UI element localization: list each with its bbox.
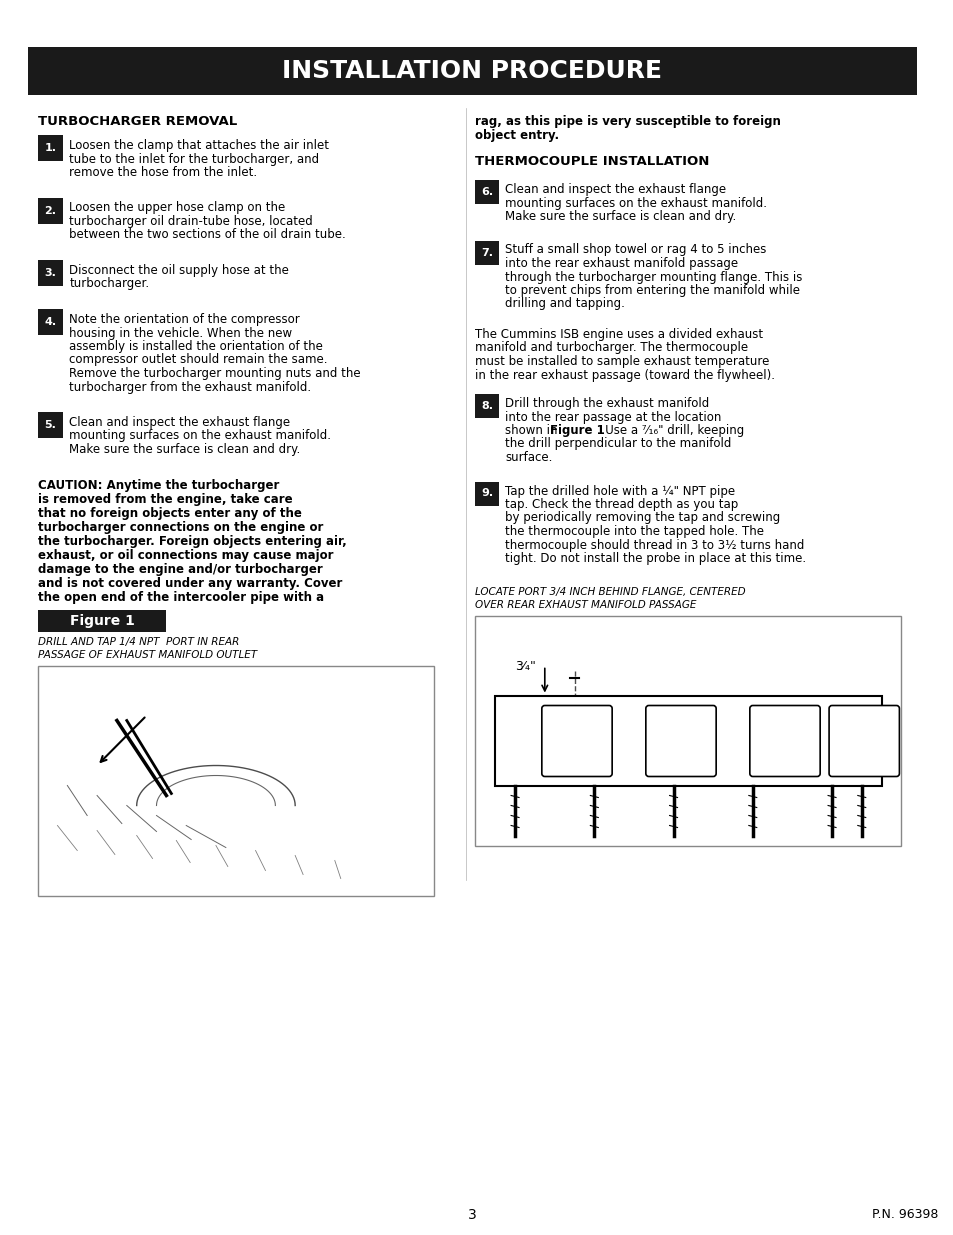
FancyBboxPatch shape — [828, 705, 899, 777]
Text: is removed from the engine, take care: is removed from the engine, take care — [37, 494, 292, 506]
Text: compressor outlet should remain the same.: compressor outlet should remain the same… — [70, 353, 328, 367]
FancyBboxPatch shape — [37, 309, 63, 335]
Text: assembly is installed the orientation of the: assembly is installed the orientation of… — [70, 340, 323, 353]
Text: mounting surfaces on the exhaust manifold.: mounting surfaces on the exhaust manifol… — [505, 196, 766, 210]
Text: turbocharger.: turbocharger. — [70, 278, 150, 290]
Text: Make sure the surface is clean and dry.: Make sure the surface is clean and dry. — [505, 210, 736, 224]
FancyBboxPatch shape — [28, 47, 916, 95]
Text: turbocharger connections on the engine or: turbocharger connections on the engine o… — [37, 521, 323, 535]
Text: remove the hose from the inlet.: remove the hose from the inlet. — [70, 165, 257, 179]
FancyBboxPatch shape — [495, 695, 881, 785]
Text: into the rear passage at the location: into the rear passage at the location — [505, 410, 720, 424]
Text: 1.: 1. — [45, 143, 56, 153]
Text: between the two sections of the oil drain tube.: between the two sections of the oil drai… — [70, 228, 346, 242]
FancyBboxPatch shape — [37, 135, 63, 161]
Text: The Cummins ISB engine uses a divided exhaust: The Cummins ISB engine uses a divided ex… — [475, 329, 762, 341]
Text: TURBOCHARGER REMOVAL: TURBOCHARGER REMOVAL — [37, 115, 236, 128]
Text: turbocharger oil drain-tube hose, located: turbocharger oil drain-tube hose, locate… — [70, 215, 313, 228]
Text: manifold and turbocharger. The thermocouple: manifold and turbocharger. The thermocou… — [475, 342, 748, 354]
Text: housing in the vehicle. When the new: housing in the vehicle. When the new — [70, 326, 293, 340]
Text: the turbocharger. Foreign objects entering air,: the turbocharger. Foreign objects enteri… — [37, 536, 346, 548]
Text: in the rear exhaust passage (toward the flywheel).: in the rear exhaust passage (toward the … — [475, 368, 775, 382]
Text: damage to the engine and/or turbocharger: damage to the engine and/or turbocharger — [37, 563, 322, 577]
Text: the thermocouple into the tapped hole. The: the thermocouple into the tapped hole. T… — [505, 525, 763, 538]
Text: OVER REAR EXHAUST MANIFOLD PASSAGE: OVER REAR EXHAUST MANIFOLD PASSAGE — [475, 600, 696, 610]
Text: Loosen the upper hose clamp on the: Loosen the upper hose clamp on the — [70, 201, 285, 215]
Text: THERMOCOUPLE INSTALLATION: THERMOCOUPLE INSTALLATION — [475, 156, 709, 168]
FancyBboxPatch shape — [475, 394, 498, 417]
Text: 2.: 2. — [45, 205, 56, 215]
Text: 8.: 8. — [481, 401, 493, 411]
Text: rag, as this pipe is very susceptible to foreign: rag, as this pipe is very susceptible to… — [475, 115, 781, 128]
Text: object entry.: object entry. — [475, 128, 559, 142]
Text: Loosen the clamp that attaches the air inlet: Loosen the clamp that attaches the air i… — [70, 140, 329, 152]
Text: shown in: shown in — [505, 424, 560, 437]
Text: Drill through the exhaust manifold: Drill through the exhaust manifold — [505, 396, 709, 410]
Text: 7.: 7. — [481, 247, 493, 258]
FancyBboxPatch shape — [37, 261, 63, 287]
Text: DRILL AND TAP 1/4 NPT  PORT IN REAR: DRILL AND TAP 1/4 NPT PORT IN REAR — [37, 637, 239, 647]
Text: and is not covered under any warranty. Cover: and is not covered under any warranty. C… — [37, 578, 342, 590]
FancyBboxPatch shape — [475, 180, 498, 204]
Text: Figure 1: Figure 1 — [549, 424, 604, 437]
Text: Note the orientation of the compressor: Note the orientation of the compressor — [70, 312, 300, 326]
FancyBboxPatch shape — [37, 666, 434, 895]
FancyBboxPatch shape — [475, 615, 901, 846]
Text: 3⁄₄": 3⁄₄" — [515, 661, 536, 673]
Text: Clean and inspect the exhaust flange: Clean and inspect the exhaust flange — [70, 416, 290, 429]
Text: LOCATE PORT 3/4 INCH BEHIND FLANGE, CENTERED: LOCATE PORT 3/4 INCH BEHIND FLANGE, CENT… — [475, 588, 745, 598]
FancyBboxPatch shape — [645, 705, 716, 777]
Text: thermocouple should thread in 3 to 3½ turns hand: thermocouple should thread in 3 to 3½ tu… — [505, 538, 803, 552]
Text: P.N. 96398: P.N. 96398 — [871, 1209, 937, 1221]
FancyBboxPatch shape — [541, 705, 612, 777]
Text: through the turbocharger mounting flange. This is: through the turbocharger mounting flange… — [505, 270, 801, 284]
Text: Make sure the surface is clean and dry.: Make sure the surface is clean and dry. — [70, 443, 300, 456]
Text: to prevent chips from entering the manifold while: to prevent chips from entering the manif… — [505, 284, 800, 296]
Text: 4.: 4. — [45, 317, 56, 327]
Text: mounting surfaces on the exhaust manifold.: mounting surfaces on the exhaust manifol… — [70, 430, 331, 442]
FancyBboxPatch shape — [749, 705, 820, 777]
FancyBboxPatch shape — [475, 241, 498, 264]
Text: that no foreign objects enter any of the: that no foreign objects enter any of the — [37, 508, 301, 520]
Text: the open end of the intercooler pipe with a: the open end of the intercooler pipe wit… — [37, 592, 323, 604]
Text: surface.: surface. — [505, 451, 552, 464]
Text: . Use a ⁷⁄₁₆" drill, keeping: . Use a ⁷⁄₁₆" drill, keeping — [594, 424, 743, 437]
Text: Remove the turbocharger mounting nuts and the: Remove the turbocharger mounting nuts an… — [70, 367, 360, 380]
Text: Clean and inspect the exhaust flange: Clean and inspect the exhaust flange — [505, 183, 725, 196]
FancyBboxPatch shape — [37, 412, 63, 438]
Text: 5.: 5. — [45, 420, 56, 430]
Text: tap. Check the thread depth as you tap: tap. Check the thread depth as you tap — [505, 498, 738, 511]
Text: 9.: 9. — [480, 489, 493, 499]
FancyBboxPatch shape — [37, 610, 166, 631]
Text: by periodically removing the tap and screwing: by periodically removing the tap and scr… — [505, 511, 780, 525]
Text: Disconnect the oil supply hose at the: Disconnect the oil supply hose at the — [70, 264, 289, 277]
Text: tight. Do not install the probe in place at this time.: tight. Do not install the probe in place… — [505, 552, 805, 564]
Text: drilling and tapping.: drilling and tapping. — [505, 298, 624, 310]
Text: Stuff a small shop towel or rag 4 to 5 inches: Stuff a small shop towel or rag 4 to 5 i… — [505, 243, 766, 257]
Text: into the rear exhaust manifold passage: into the rear exhaust manifold passage — [505, 257, 738, 270]
Text: the drill perpendicular to the manifold: the drill perpendicular to the manifold — [505, 437, 731, 451]
Text: 6.: 6. — [480, 186, 493, 198]
Text: must be installed to sample exhaust temperature: must be installed to sample exhaust temp… — [475, 354, 769, 368]
Text: INSTALLATION PROCEDURE: INSTALLATION PROCEDURE — [282, 59, 661, 83]
Text: CAUTION: Anytime the turbocharger: CAUTION: Anytime the turbocharger — [37, 479, 278, 493]
Text: Tap the drilled hole with a ¼" NPT pipe: Tap the drilled hole with a ¼" NPT pipe — [505, 484, 735, 498]
FancyBboxPatch shape — [475, 482, 498, 505]
Text: Figure 1: Figure 1 — [70, 614, 134, 627]
Text: exhaust, or oil connections may cause major: exhaust, or oil connections may cause ma… — [37, 550, 333, 562]
Text: PASSAGE OF EXHAUST MANIFOLD OUTLET: PASSAGE OF EXHAUST MANIFOLD OUTLET — [37, 651, 256, 661]
FancyBboxPatch shape — [37, 198, 63, 224]
Text: 3: 3 — [468, 1208, 476, 1221]
Text: tube to the inlet for the turbocharger, and: tube to the inlet for the turbocharger, … — [70, 152, 319, 165]
Text: 3.: 3. — [45, 268, 56, 278]
Text: turbocharger from the exhaust manifold.: turbocharger from the exhaust manifold. — [70, 380, 311, 394]
